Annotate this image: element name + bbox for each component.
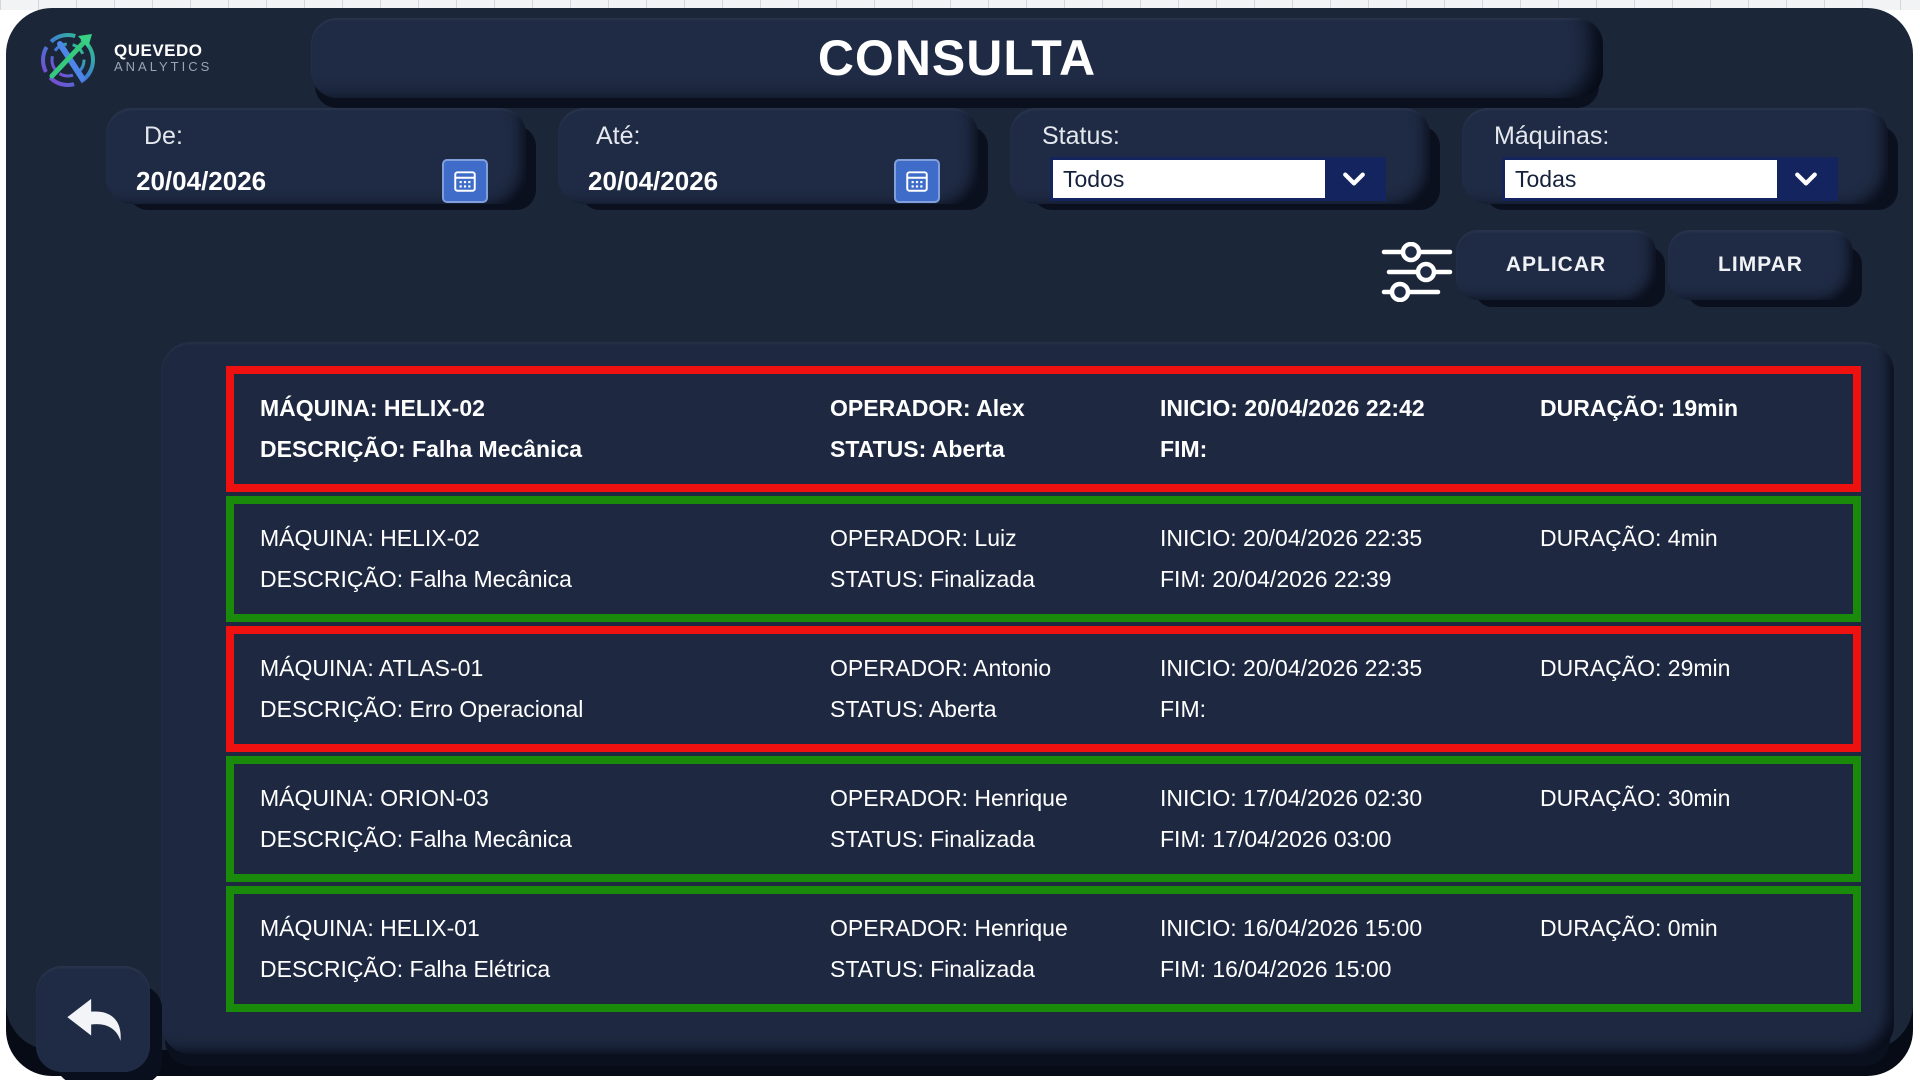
record-description: DESCRIÇÃO: Falha Mecânica [260,566,572,592]
record-status: STATUS: Finalizada [830,826,1035,852]
apply-button[interactable]: APLICAR [1456,230,1656,300]
record-duration: DURAÇÃO: 0min [1540,915,1718,941]
status-label: Status: [1042,122,1120,150]
record-description: DESCRIÇÃO: Falha Mecânica [260,436,583,462]
record-row[interactable]: MÁQUINA: ORION-03 OPERADOR: Henrique INI… [226,756,1861,882]
filter-to-card: Até: 20/04/2026 [558,108,978,204]
to-calendar-button[interactable] [894,159,940,203]
to-label: Até: [596,122,641,150]
record-status: STATUS: Aberta [830,436,1005,462]
from-date-value[interactable]: 20/04/2026 [136,165,267,196]
chevron-down-icon [1795,172,1817,186]
record-operator: OPERADOR: Henrique [830,785,1068,811]
machines-dropdown-value: Todas [1515,165,1577,192]
machines-dropdown[interactable]: Todas [1502,157,1838,201]
from-label: De: [144,122,183,150]
to-date-value[interactable]: 20/04/2026 [588,165,719,196]
record-duration: DURAÇÃO: 30min [1540,785,1731,811]
record-machine: MÁQUINA: HELIX-01 [260,915,480,941]
record-end: FIM: 20/04/2026 22:39 [1160,566,1392,592]
record-start: INICIO: 20/04/2026 22:35 [1160,655,1423,681]
background-grid [0,0,1920,10]
title-bar: CONSULTA [311,18,1603,98]
record-row[interactable]: MÁQUINA: HELIX-01 OPERADOR: Henrique INI… [226,886,1861,1012]
record-end: FIM: [1160,696,1206,722]
back-button[interactable] [36,966,150,1072]
filter-machines-card: Máquinas: Todas [1462,108,1888,204]
record-operator: OPERADOR: Henrique [830,915,1068,941]
quevedo-analytics-logo-icon [41,33,95,87]
brand-text: QUEVEDO ANALYTICS [114,42,212,73]
clear-button[interactable]: LIMPAR [1668,230,1853,300]
record-row[interactable]: MÁQUINA: HELIX-02 OPERADOR: Alex INICIO:… [226,366,1861,492]
record-start: INICIO: 20/04/2026 22:42 [1160,395,1425,421]
status-dropdown-value: Todos [1063,165,1125,192]
record-description: DESCRIÇÃO: Erro Operacional [260,696,584,722]
status-dropdown-button[interactable] [1325,160,1383,198]
record-duration: DURAÇÃO: 4min [1540,525,1718,551]
record-status: STATUS: Finalizada [830,566,1035,592]
record-row[interactable]: MÁQUINA: HELIX-02 OPERADOR: Luiz INICIO:… [226,496,1861,622]
chevron-down-icon [1343,172,1365,186]
record-end: FIM: [1160,436,1208,462]
status-dropdown[interactable]: Todos [1050,157,1386,201]
back-arrow-icon [67,998,121,1041]
main-panel: QUEVEDO ANALYTICS CONSULTA De: 20/04/202… [6,8,1913,1072]
filter-status-card: Status: Todos [1010,108,1430,204]
records-container: MÁQUINA: HELIX-02 OPERADOR: Alex INICIO:… [161,342,1894,1054]
record-start: INICIO: 20/04/2026 22:35 [1160,525,1423,551]
record-row[interactable]: MÁQUINA: ATLAS-01 OPERADOR: Antonio INIC… [226,626,1861,752]
filter-from-card: De: 20/04/2026 [106,108,526,204]
machines-label: Máquinas: [1494,122,1610,150]
brand-subname: ANALYTICS [114,59,213,75]
record-operator: OPERADOR: Luiz [830,525,1017,551]
sliders-icon [1381,242,1453,302]
record-operator: OPERADOR: Antonio [830,655,1052,681]
record-machine: MÁQUINA: HELIX-02 [260,525,480,551]
record-description: DESCRIÇÃO: Falha Mecânica [260,826,572,852]
from-calendar-button[interactable] [442,159,488,203]
record-start: INICIO: 17/04/2026 02:30 [1160,785,1423,811]
calendar-icon [906,171,928,192]
record-machine: MÁQUINA: ATLAS-01 [260,655,484,681]
record-duration: DURAÇÃO: 19min [1540,395,1739,421]
record-machine: MÁQUINA: HELIX-02 [260,395,485,421]
record-operator: OPERADOR: Alex [830,395,1025,421]
brand-name: QUEVEDO [114,41,203,61]
record-start: INICIO: 16/04/2026 15:00 [1160,915,1423,941]
record-description: DESCRIÇÃO: Falha Elétrica [260,956,551,982]
record-end: FIM: 16/04/2026 15:00 [1160,956,1392,982]
record-duration: DURAÇÃO: 29min [1540,655,1731,681]
record-status: STATUS: Finalizada [830,956,1035,982]
machines-dropdown-button[interactable] [1777,160,1835,198]
record-end: FIM: 17/04/2026 03:00 [1160,826,1392,852]
record-machine: MÁQUINA: ORION-03 [260,785,489,811]
record-status: STATUS: Aberta [830,696,997,722]
calendar-icon [454,171,476,192]
brand-logo: QUEVEDO ANALYTICS [36,24,212,92]
page-title: CONSULTA [817,30,1097,86]
